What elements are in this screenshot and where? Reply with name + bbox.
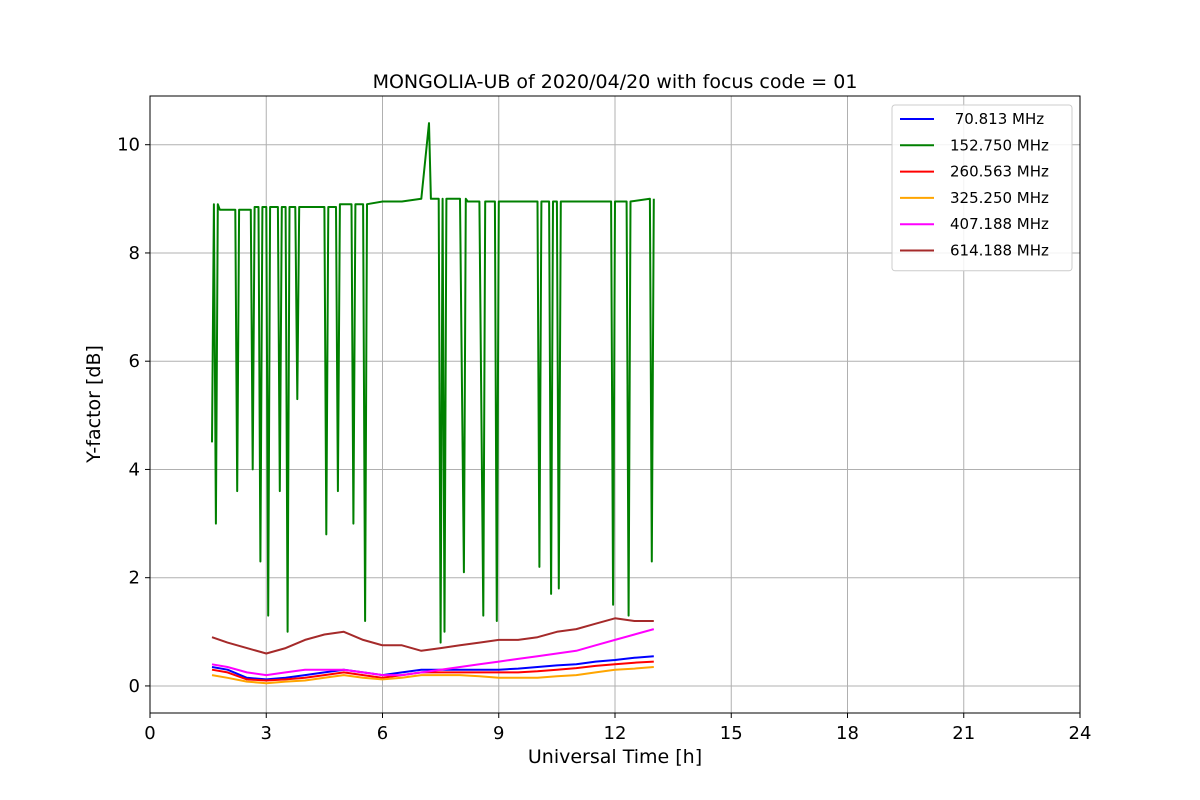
x-tick-label: 12 bbox=[604, 723, 627, 744]
x-tick-label: 18 bbox=[836, 723, 859, 744]
y-axis-title: Y-factor [dB] bbox=[83, 345, 105, 464]
y-tick-label: 4 bbox=[129, 459, 140, 480]
legend-label: 325.250 MHz bbox=[950, 189, 1049, 207]
legend-box bbox=[891, 104, 1073, 272]
y-tick-label: 6 bbox=[129, 351, 140, 372]
y-tick-label: 8 bbox=[129, 243, 140, 264]
legend-label: 614.188 MHz bbox=[950, 242, 1049, 260]
series-line-0 bbox=[211, 655, 654, 681]
y-tick-label: 2 bbox=[129, 568, 140, 589]
legend-label: 407.188 MHz bbox=[950, 215, 1049, 233]
chart-title: MONGOLIA-UB of 2020/04/20 with focus cod… bbox=[373, 71, 858, 93]
legend-label: 152.750 MHz bbox=[950, 136, 1049, 154]
x-tick-label: 21 bbox=[952, 723, 975, 744]
series-layer bbox=[211, 122, 655, 685]
x-tick-label: 9 bbox=[493, 723, 504, 744]
x-tick-label: 15 bbox=[720, 723, 743, 744]
legend-label: 70.813 MHz bbox=[950, 110, 1044, 128]
legend: 70.813 MHz 152.750 MHz 260.563 MHz 325.250 … bbox=[891, 104, 1073, 272]
y-tick-label: 0 bbox=[129, 676, 140, 697]
series-line-5 bbox=[211, 617, 654, 655]
x-axis-title: Universal Time [h] bbox=[528, 746, 702, 768]
x-tick-label: 0 bbox=[144, 723, 155, 744]
x-tick-label: 24 bbox=[1069, 723, 1092, 744]
series-line-2 bbox=[211, 660, 654, 682]
series-line-4 bbox=[211, 628, 655, 677]
series-line-3 bbox=[211, 666, 654, 685]
legend-label: 260.563 MHz bbox=[950, 163, 1049, 181]
series-line-1 bbox=[211, 122, 655, 644]
x-tick-label: 6 bbox=[377, 723, 388, 744]
y-tick-label: 10 bbox=[117, 135, 140, 156]
x-tick-label: 3 bbox=[261, 723, 272, 744]
